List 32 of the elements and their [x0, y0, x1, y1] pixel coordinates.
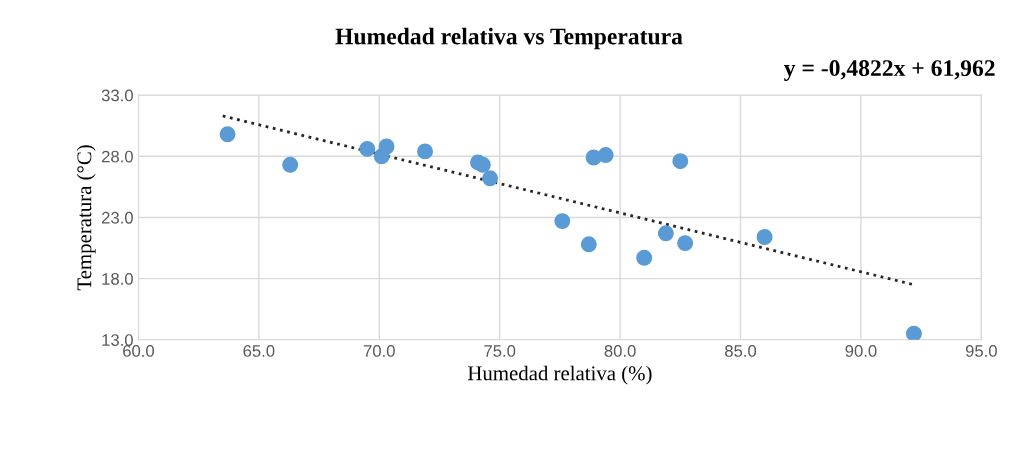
y-tick-label: 18.0: [102, 273, 133, 285]
point: [580, 236, 597, 253]
x-axis-title: Humedad relativa (%): [467, 365, 652, 385]
point: [756, 229, 773, 245]
point: [657, 225, 674, 242]
point: [677, 235, 694, 252]
y-tick-label: 23.0: [101, 211, 133, 224]
x-tick-label: 90.0: [845, 345, 877, 357]
x-tick-label: 60.0: [123, 345, 155, 357]
point: [482, 170, 499, 187]
y-axis-title: Temperatura (°C): [76, 145, 96, 291]
y-tick-label: 28.0: [101, 150, 133, 163]
point: [636, 249, 653, 266]
point: [219, 126, 236, 143]
y-tick-label: 33.0: [101, 89, 133, 102]
y-tick-label: 13.0: [102, 334, 133, 346]
x-tick-label: 65.0: [243, 345, 275, 357]
x-tick-label: 75.0: [484, 345, 516, 357]
point: [378, 138, 395, 155]
x-tick-label: 85.0: [725, 345, 757, 357]
point: [905, 325, 922, 340]
chart-title: Humedad relativa vs Temperatura: [335, 27, 683, 50]
point: [417, 143, 434, 160]
x-tick-label: 70.0: [363, 345, 395, 357]
point: [672, 153, 689, 170]
x-tick-label: 80.0: [604, 345, 636, 357]
x-tick-label: 95.0: [965, 345, 997, 357]
text: y = -0,4822x + 61,962: [783, 60, 995, 81]
point: [554, 213, 571, 230]
point: [359, 140, 376, 157]
point: [597, 147, 614, 164]
point: [282, 156, 299, 173]
